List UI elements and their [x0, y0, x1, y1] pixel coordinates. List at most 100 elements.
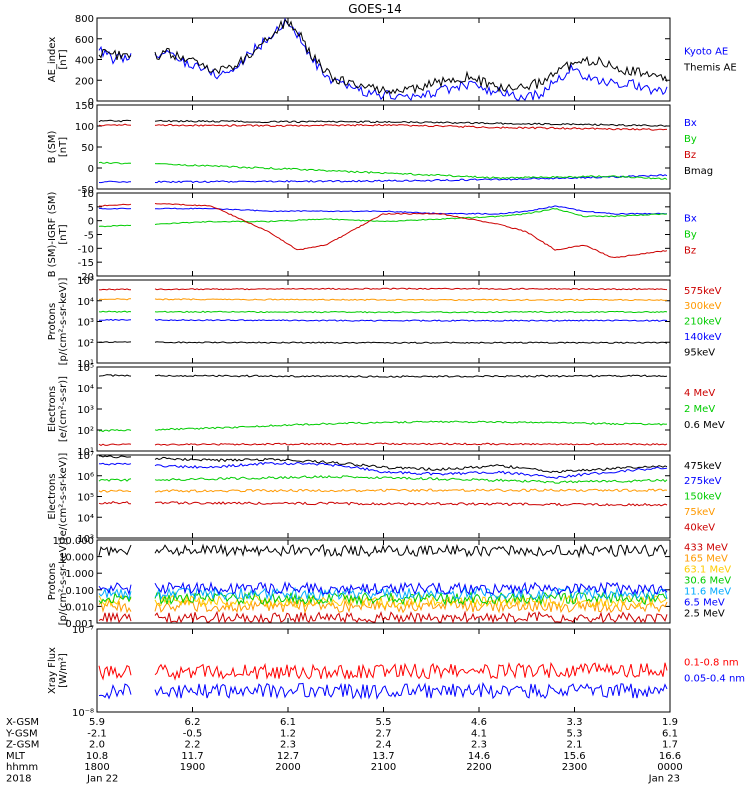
legend-entry: 275keV	[684, 476, 722, 487]
series-line	[98, 174, 668, 184]
legend-entry: Themis AE	[683, 63, 737, 74]
orbit-value: 2.1	[567, 740, 583, 751]
y-tick-label: 10⁵	[77, 363, 94, 374]
y-tick-label: 0.010	[65, 602, 94, 613]
legend-entry: 433 MeV	[684, 543, 728, 554]
legend-entry: Bx	[684, 118, 697, 129]
orbit-value: 5.3	[567, 728, 583, 739]
orbit-value: 1800	[84, 762, 109, 773]
legend-entry: 75keV	[684, 507, 715, 518]
orbit-value: 2.4	[376, 740, 392, 751]
orbit-row-label: hhmm	[6, 762, 38, 773]
series-line	[98, 442, 668, 446]
series-line	[98, 661, 668, 681]
panel-3: -20 -15 -10 -5 0 5 10 B (SM)-IGRF (SM) [nT] Bx By B…	[47, 189, 697, 283]
y-axis-label: [p/(cm²-s-sr-keV)]	[58, 538, 69, 626]
orbit-value: 6.2	[185, 717, 201, 728]
orbit-value: 2.3	[280, 740, 296, 751]
orbit-value: 0000	[657, 762, 682, 773]
legend-entry: 0.6 MeV	[684, 420, 725, 431]
y-tick-label: 10⁵	[77, 493, 94, 504]
legend-entry: 2.5 MeV	[684, 609, 725, 620]
y-tick-label: 10⁵	[77, 276, 94, 287]
legend-entry: 140keV	[684, 332, 722, 343]
y-axis-label: [W/m²]	[58, 653, 69, 688]
series-line	[98, 123, 667, 131]
orbit-row-label: Y-GSM	[5, 728, 38, 739]
y-tick-label: 0	[88, 97, 94, 108]
series-line	[98, 298, 668, 302]
legend-entry: 150keV	[684, 492, 722, 503]
series-line	[98, 599, 668, 614]
legend-entry: 300keV	[684, 301, 722, 312]
orbit-value: 1900	[180, 762, 205, 773]
y-axis-label: [e/(cm²-s-sr-keV)]	[58, 453, 69, 541]
y-axis-label: [nT]	[58, 224, 69, 244]
legend-entry: By	[684, 134, 697, 145]
orbit-value: 2.3	[471, 740, 487, 751]
legend-entry: 6.5 MeV	[684, 598, 725, 609]
orbit-value: 2.7	[376, 728, 392, 739]
y-tick-label: 10⁴	[77, 297, 94, 308]
y-tick-label: 0.001	[65, 619, 94, 630]
legend-entry: 165 MeV	[684, 554, 728, 565]
series-line	[98, 17, 668, 101]
y-tick-label: 10²	[77, 426, 94, 437]
orbit-value: 2100	[371, 762, 396, 773]
y-tick-label: 10³	[77, 318, 94, 329]
panel-5: 10¹ 10² 10³ 10⁴ 10⁵ Electrons [e/(cm²-s-sr)] 4 …	[47, 363, 725, 458]
panel-frame	[96, 192, 671, 277]
series-line	[98, 341, 668, 344]
legend-entry: Bz	[684, 150, 696, 161]
panel-frame	[96, 366, 671, 452]
legend-entry: 30.6 MeV	[684, 576, 731, 587]
y-tick-label: 10⁶	[77, 472, 94, 483]
panel-1: 0 200 400 600 800 AE_index [nT] Kyoto AE Themis …	[47, 14, 737, 108]
y-axis-label: Protons	[47, 563, 58, 600]
series-line	[98, 119, 668, 127]
legend-entry: Bz	[684, 246, 696, 257]
series-line	[98, 501, 668, 507]
orbit-value: 1.2	[280, 728, 296, 739]
legend-entry: 40keV	[684, 522, 715, 533]
y-axis-label: Electrons	[47, 473, 58, 519]
y-axis-label: Protons	[47, 303, 58, 340]
series-line	[98, 488, 668, 493]
series-line	[98, 161, 668, 180]
orbit-value: 14.6	[468, 751, 490, 762]
legend-entry: 2 MeV	[684, 404, 715, 415]
series-line	[98, 543, 668, 559]
series-line	[98, 581, 668, 597]
y-tick-label: 10¹	[77, 359, 94, 370]
y-tick-label: 10⁻⁷	[72, 625, 94, 636]
orbit-value: Jan 22	[86, 774, 118, 785]
orbit-value: 2.0	[89, 740, 105, 751]
legend-entry: 210keV	[684, 317, 722, 328]
series-line	[98, 594, 668, 609]
y-tick-label: 10³	[77, 405, 94, 416]
y-tick-label: 50	[81, 143, 94, 154]
series-line	[98, 18, 668, 95]
orbit-value: 2000	[275, 762, 300, 773]
orbit-value: 1.7	[662, 740, 678, 751]
legend-entry: Bmag	[684, 166, 713, 177]
series-line	[98, 207, 668, 228]
y-tick-label: 800	[75, 14, 94, 25]
y-tick-label: 10⁴	[77, 513, 94, 524]
legend-entry: 575keV	[684, 286, 722, 297]
series-line	[98, 681, 668, 700]
orbit-row-label: MLT	[6, 751, 26, 762]
series-line	[99, 318, 668, 322]
orbit-value: -2.1	[87, 728, 107, 739]
legend-entry: 475keV	[684, 461, 722, 472]
y-tick-label: -5	[84, 231, 94, 242]
y-tick-label: 100.000	[53, 536, 94, 547]
y-tick-label: -15	[78, 258, 94, 269]
series-line	[98, 420, 668, 433]
legend-entry: Bx	[684, 214, 697, 225]
series-line	[98, 461, 668, 479]
y-tick-label: 10²	[77, 338, 94, 349]
orbit-value: 10.8	[86, 751, 108, 762]
orbit-row-label: Z-GSM	[6, 740, 39, 751]
